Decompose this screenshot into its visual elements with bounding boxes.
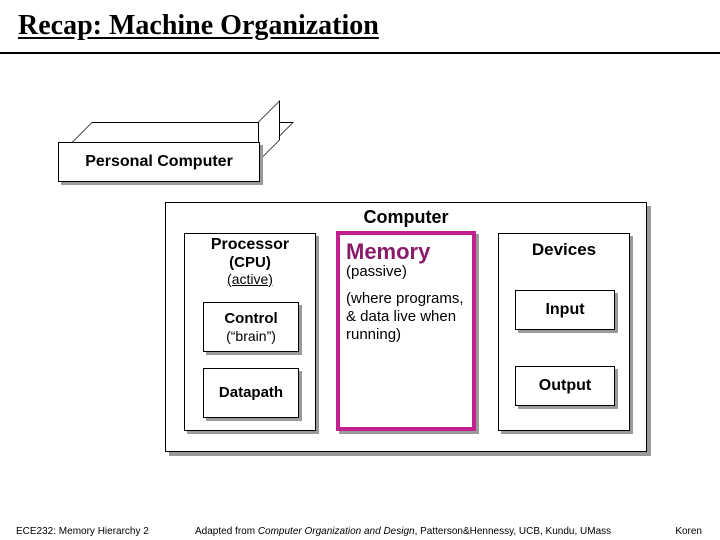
pc-label: Personal Computer bbox=[85, 153, 233, 171]
devices-box: Devices Input Output bbox=[498, 233, 630, 431]
input-label: Input bbox=[545, 301, 584, 319]
memory-sub: (passive) bbox=[346, 263, 466, 280]
processor-title: Processor bbox=[185, 236, 315, 254]
output-label: Output bbox=[539, 377, 591, 395]
pc-box-front-face: Personal Computer bbox=[58, 142, 260, 182]
footer-left: ECE232: Memory Hierarchy 2 bbox=[16, 526, 149, 537]
processor-sub-active: (active) bbox=[185, 271, 315, 287]
input-box: Input bbox=[515, 290, 615, 330]
footer-mid-italic: Computer Organization and Design bbox=[258, 526, 415, 537]
footer-mid-prefix: Adapted from bbox=[195, 526, 258, 537]
memory-title: Memory bbox=[346, 239, 466, 265]
personal-computer-box: Personal Computer bbox=[58, 122, 293, 182]
control-box: Control (“brain”) bbox=[203, 302, 299, 352]
processor-sub-cpu: (CPU) bbox=[185, 254, 315, 271]
processor-box: Processor (CPU) (active) Control (“brain… bbox=[184, 233, 316, 431]
footer-citation: Adapted from Computer Organization and D… bbox=[195, 526, 611, 537]
divider-top bbox=[0, 52, 720, 54]
pc-box-side-face bbox=[258, 100, 280, 162]
memory-desc: (where programs, & data live when runnin… bbox=[346, 290, 466, 344]
devices-title: Devices bbox=[499, 240, 629, 260]
control-sub: (“brain”) bbox=[204, 328, 298, 344]
slide-title: Recap: Machine Organization bbox=[0, 0, 720, 46]
memory-box: Memory (passive) (where programs, & data… bbox=[336, 231, 476, 431]
computer-title: Computer bbox=[166, 207, 646, 228]
footer-mid-suffix: , Patterson&Hennessy, UCB, Kundu, UMass bbox=[415, 526, 612, 537]
computer-container: Computer Processor (CPU) (active) Contro… bbox=[165, 202, 647, 452]
datapath-label: Datapath bbox=[204, 384, 298, 401]
datapath-box: Datapath bbox=[203, 368, 299, 418]
output-box: Output bbox=[515, 366, 615, 406]
footer-right: Koren bbox=[675, 526, 702, 537]
control-title: Control bbox=[204, 310, 298, 327]
